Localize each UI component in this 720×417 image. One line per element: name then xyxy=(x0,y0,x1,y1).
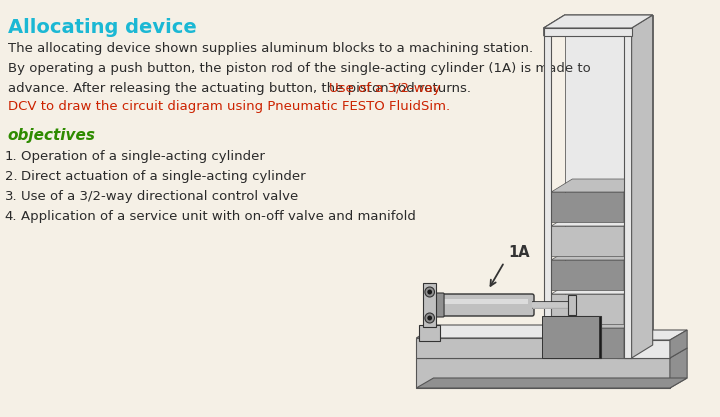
Text: Direct actuation of a single-acting cylinder: Direct actuation of a single-acting cyli… xyxy=(21,170,306,183)
FancyBboxPatch shape xyxy=(438,294,534,316)
Polygon shape xyxy=(416,325,564,338)
Polygon shape xyxy=(416,348,687,358)
Polygon shape xyxy=(423,283,436,327)
Polygon shape xyxy=(552,328,624,358)
Polygon shape xyxy=(544,28,631,36)
Polygon shape xyxy=(544,15,564,36)
Polygon shape xyxy=(552,281,645,294)
Polygon shape xyxy=(631,15,653,358)
Polygon shape xyxy=(416,378,687,388)
Circle shape xyxy=(427,316,432,321)
Text: Use of a 3/2-way: Use of a 3/2-way xyxy=(329,82,441,95)
Polygon shape xyxy=(624,315,645,358)
Polygon shape xyxy=(552,315,645,328)
Text: objectives: objectives xyxy=(8,128,96,143)
Polygon shape xyxy=(544,28,631,358)
Polygon shape xyxy=(552,247,645,260)
Polygon shape xyxy=(552,226,624,256)
Text: DCV to draw the circuit diagram using Pneumatic FESTO FluidSim.: DCV to draw the circuit diagram using Pn… xyxy=(8,100,450,113)
Text: The allocating device shown supplies aluminum blocks to a machining station.: The allocating device shown supplies alu… xyxy=(8,42,533,55)
FancyBboxPatch shape xyxy=(433,293,444,317)
Circle shape xyxy=(425,313,434,323)
Polygon shape xyxy=(624,247,645,290)
Polygon shape xyxy=(544,15,653,28)
Text: 3.: 3. xyxy=(4,190,17,203)
Text: 1A: 1A xyxy=(508,245,530,260)
Polygon shape xyxy=(670,330,687,358)
Polygon shape xyxy=(624,28,631,358)
Polygon shape xyxy=(416,358,670,388)
Polygon shape xyxy=(617,340,670,358)
Polygon shape xyxy=(420,344,685,354)
Polygon shape xyxy=(552,294,624,324)
Circle shape xyxy=(427,289,432,294)
Polygon shape xyxy=(552,260,624,290)
Text: Use of a 3/2-way directional control valve: Use of a 3/2-way directional control val… xyxy=(21,190,298,203)
Polygon shape xyxy=(544,15,653,28)
Polygon shape xyxy=(544,28,552,358)
Text: 4.: 4. xyxy=(5,210,17,223)
Text: Allocating device: Allocating device xyxy=(8,18,197,37)
Polygon shape xyxy=(552,192,624,222)
Text: Operation of a single-acting cylinder: Operation of a single-acting cylinder xyxy=(21,150,265,163)
Polygon shape xyxy=(444,299,528,304)
Polygon shape xyxy=(552,213,645,226)
Text: 1.: 1. xyxy=(4,150,17,163)
Text: By operating a push button, the piston rod of the single-acting cylinder (1A) is: By operating a push button, the piston r… xyxy=(8,62,590,75)
Text: Application of a service unit with on-off valve and manifold: Application of a service unit with on-of… xyxy=(21,210,416,223)
Circle shape xyxy=(425,287,434,297)
Polygon shape xyxy=(544,325,564,358)
Polygon shape xyxy=(624,179,645,222)
Text: advance. After releasing the actuating button, the piston rod returns.: advance. After releasing the actuating b… xyxy=(8,82,471,95)
Polygon shape xyxy=(624,213,645,256)
Polygon shape xyxy=(552,316,601,358)
Polygon shape xyxy=(624,281,645,324)
Text: 2.: 2. xyxy=(4,170,17,183)
Polygon shape xyxy=(416,338,544,358)
Polygon shape xyxy=(564,15,653,345)
Polygon shape xyxy=(419,325,440,341)
Polygon shape xyxy=(552,179,645,192)
Polygon shape xyxy=(617,330,687,340)
Polygon shape xyxy=(569,295,576,315)
Polygon shape xyxy=(670,348,687,388)
Polygon shape xyxy=(541,316,599,358)
